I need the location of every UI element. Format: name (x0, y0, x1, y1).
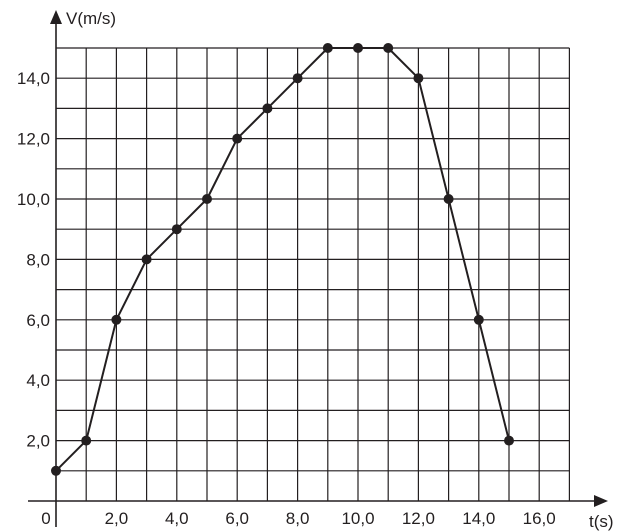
data-point (111, 314, 122, 325)
data-point (171, 224, 182, 235)
x-tick-label: 4,0 (165, 509, 189, 528)
x-tick-label: 10,0 (341, 509, 374, 528)
y-tick-label: 2,0 (26, 432, 50, 451)
data-point (353, 43, 363, 53)
y-tick-label: 14,0 (17, 69, 50, 88)
data-point (51, 465, 61, 476)
tick-labels: 2,0 4,0 6,0 8,0 10,0 12,0 14,0 16,0 2,0 4,0 6,0 8,0… (17, 69, 556, 528)
y-tick-label: 6,0 (26, 311, 50, 330)
x-axis-title: t(s) (589, 512, 614, 531)
data-point (81, 435, 92, 446)
chart-grid (56, 47, 571, 501)
y-tick-label: 12,0 (17, 130, 50, 149)
data-point (292, 73, 303, 84)
y-tick-label: 4,0 (26, 371, 50, 390)
origin-label: 0 (41, 509, 50, 528)
y-tick-label: 10,0 (17, 190, 50, 209)
x-axis-arrow-icon (594, 495, 608, 507)
data-point (232, 133, 243, 144)
x-tick-label: 6,0 (225, 509, 249, 528)
x-tick-label: 8,0 (286, 509, 310, 528)
x-tick-label: 14,0 (462, 509, 495, 528)
y-tick-label: 8,0 (26, 250, 50, 269)
x-tick-label: 2,0 (105, 509, 129, 528)
data-point (473, 314, 484, 325)
data-point (322, 43, 333, 53)
data-point (443, 194, 454, 204)
data-point (141, 254, 152, 265)
data-series (51, 43, 514, 476)
data-point (413, 73, 424, 84)
chart-axes (28, 10, 608, 527)
data-point (262, 103, 273, 114)
data-point (504, 435, 514, 446)
x-tick-label: 16,0 (523, 509, 556, 528)
data-point (383, 43, 394, 53)
x-tick-label: 12,0 (402, 509, 435, 528)
y-axis-title: V(m/s) (66, 9, 116, 28)
data-point (202, 194, 212, 204)
y-axis-arrow-icon (50, 10, 62, 24)
series-line (55, 47, 510, 472)
